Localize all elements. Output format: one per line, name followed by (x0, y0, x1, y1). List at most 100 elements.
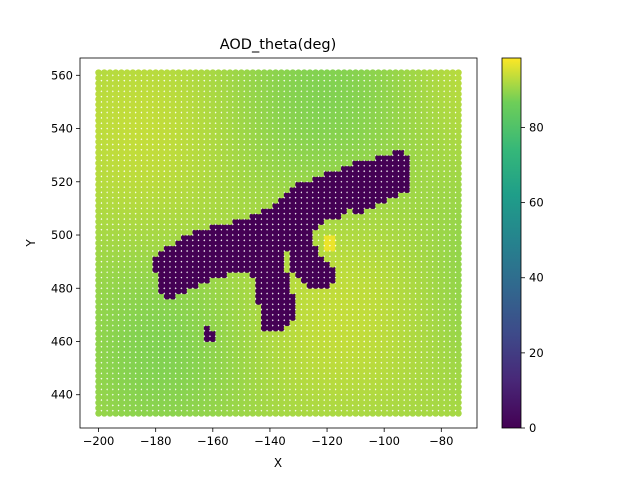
scatter-point (180, 372, 188, 380)
scatter-point (180, 207, 188, 215)
scatter-point (169, 154, 177, 162)
scatter-point (358, 138, 365, 146)
scatter-point (358, 308, 365, 316)
scatter-point (289, 266, 297, 273)
scatter-point (289, 143, 297, 151)
scatter-point (226, 111, 234, 119)
scatter-point (180, 223, 188, 231)
scatter-point (352, 346, 359, 353)
scatter-point (198, 223, 205, 231)
scatter-point (352, 356, 359, 364)
scatter-point (152, 229, 159, 236)
scatter-point (289, 255, 297, 263)
scatter-point (186, 85, 194, 92)
scatter-point (323, 138, 331, 146)
scatter-point (409, 133, 417, 140)
scatter-point (106, 213, 114, 220)
scatter-point (449, 165, 457, 172)
scatter-point (283, 346, 291, 353)
scatter-point (198, 271, 205, 279)
scatter-point (318, 330, 325, 337)
scatter-point (180, 95, 188, 103)
scatter-point (283, 202, 291, 210)
scatter-point (409, 239, 417, 247)
scatter-point (129, 95, 137, 103)
scatter-point (289, 271, 297, 279)
scatter-point (192, 319, 199, 327)
scatter-point (346, 335, 354, 343)
scatter-point (329, 229, 337, 236)
scatter-point (260, 234, 268, 241)
scatter-point (426, 276, 434, 284)
scatter-point (232, 319, 239, 327)
scatter-point (260, 165, 268, 172)
scatter-point (209, 298, 217, 305)
scatter-point (329, 143, 337, 151)
scatter-point (249, 95, 257, 103)
scatter-point (295, 154, 302, 162)
scatter-point (272, 308, 279, 316)
scatter-point (438, 239, 445, 247)
scatter-point (392, 245, 399, 252)
scatter-point (198, 388, 205, 396)
scatter-point (409, 287, 417, 295)
scatter-point (140, 292, 148, 300)
scatter-point (198, 186, 205, 194)
scatter-point (283, 292, 291, 300)
scatter-point (398, 234, 405, 241)
scatter-point (266, 101, 274, 108)
scatter-point (420, 367, 428, 375)
scatter-point (169, 271, 177, 279)
scatter-point (266, 229, 274, 236)
scatter-point (238, 175, 245, 183)
scatter-point (186, 255, 194, 263)
scatter-point (192, 122, 199, 130)
scatter-point (420, 223, 428, 231)
scatter-point (352, 133, 359, 140)
scatter-point (220, 197, 228, 204)
scatter-point (455, 356, 462, 364)
scatter-point (203, 234, 211, 241)
scatter-point (266, 149, 274, 156)
scatter-point (335, 154, 342, 162)
plot-area (95, 69, 462, 417)
scatter-point (432, 399, 439, 407)
scatter-point (95, 218, 102, 226)
scatter-point (340, 143, 348, 151)
scatter-point (432, 154, 439, 162)
scatter-point (95, 319, 102, 327)
scatter-point (306, 191, 314, 199)
scatter-point (152, 101, 159, 108)
scatter-point (106, 335, 114, 343)
scatter-point (95, 314, 102, 321)
scatter-point (289, 282, 297, 289)
scatter-point (220, 207, 228, 215)
scatter-point (112, 324, 119, 332)
scatter-point (260, 106, 268, 114)
scatter-point (169, 69, 177, 76)
scatter-point (426, 324, 434, 332)
scatter-point (363, 245, 371, 252)
scatter-point (392, 367, 399, 375)
scatter-point (226, 106, 234, 114)
scatter-point (438, 394, 445, 401)
scatter-point (443, 351, 451, 359)
scatter-point (323, 319, 331, 327)
scatter-point (443, 324, 451, 332)
scatter-point (129, 85, 137, 92)
scatter-point (203, 250, 211, 257)
scatter-point (392, 319, 399, 327)
scatter-point (415, 218, 422, 226)
scatter-point (158, 335, 165, 343)
scatter-point (129, 319, 137, 327)
scatter-point (112, 250, 119, 257)
scatter-point (329, 383, 337, 391)
scatter-point (249, 143, 257, 151)
scatter-point (192, 213, 199, 220)
scatter-point (112, 314, 119, 321)
scatter-point (295, 106, 302, 114)
scatter-point (369, 367, 377, 375)
scatter-point (409, 356, 417, 364)
scatter-point (323, 101, 331, 108)
scatter-point (203, 378, 211, 385)
